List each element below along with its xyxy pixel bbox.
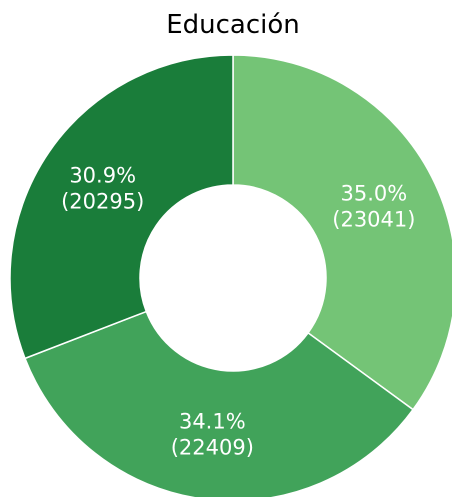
donut-slice	[9, 54, 234, 360]
donut-slice	[24, 310, 415, 497]
data-label-line: (23041)	[332, 207, 415, 231]
data-label: 34.1% (22409)	[171, 410, 254, 460]
data-label: 30.9% (20295)	[61, 164, 144, 214]
data-label-line: 30.9%	[69, 164, 136, 188]
data-label-line: 34.1%	[179, 410, 246, 434]
chart-title: Educación	[166, 10, 300, 40]
data-label: 35.0% (23041)	[332, 181, 415, 231]
data-label-line: 35.0%	[341, 181, 408, 205]
data-label-line: (22409)	[171, 436, 254, 460]
donut-slice	[232, 54, 452, 411]
data-label-line: (20295)	[61, 190, 144, 214]
